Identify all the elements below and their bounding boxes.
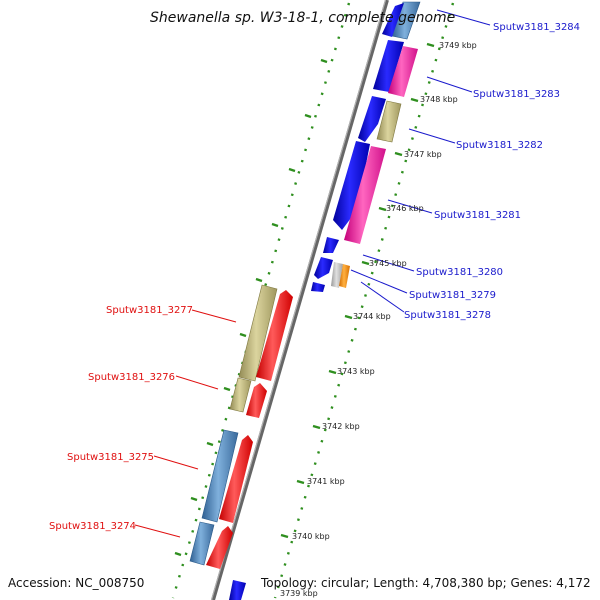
- gene-arrow[interactable]: [382, 3, 404, 37]
- gene-arrow[interactable]: [344, 146, 386, 244]
- kbp-tick-label: 3745 kbp: [369, 259, 407, 268]
- gene-arrow[interactable]: [189, 521, 215, 566]
- gene-label-right[interactable]: Sputw3181_3282: [456, 140, 543, 151]
- gene-label-left[interactable]: Sputw3181_3277: [106, 305, 193, 316]
- gene-label-right[interactable]: Sputw3181_3283: [473, 89, 560, 100]
- left-leader-lines: [134, 309, 237, 538]
- gene-label-left[interactable]: Sputw3181_3276: [88, 372, 175, 383]
- gene-arrow[interactable]: [229, 580, 246, 600]
- gene-arrow[interactable]: [388, 46, 418, 97]
- gene-arrow[interactable]: [314, 257, 333, 279]
- gene-label-right[interactable]: Sputw3181_3279: [409, 290, 496, 301]
- gene-arrow[interactable]: [358, 96, 386, 142]
- kbp-tick-label: 3749 kbp: [439, 41, 477, 50]
- genome-backbone: [211, 0, 389, 600]
- gene-arrow[interactable]: [201, 429, 239, 523]
- gene-arrow[interactable]: [323, 237, 339, 253]
- kbp-tick-label: 3744 kbp: [353, 312, 391, 321]
- gene-arrow[interactable]: [246, 383, 267, 418]
- gene-label-right[interactable]: Sputw3181_3278: [404, 310, 491, 321]
- kbp-tick-label: 3748 kbp: [420, 95, 458, 104]
- kbp-tick-label: 3740 kbp: [292, 532, 330, 541]
- gene-arrow[interactable]: [376, 100, 402, 143]
- gene-arrow[interactable]: [256, 290, 293, 381]
- gene-label-right[interactable]: Sputw3181_3284: [493, 22, 580, 33]
- kbp-tick-label: 3747 kbp: [404, 150, 442, 159]
- gene-label-right[interactable]: Sputw3181_3280: [416, 267, 503, 278]
- map-title: Shewanella sp. W3-18-1, complete genome: [150, 10, 455, 26]
- major-ticks: [174, 42, 435, 557]
- topology-text: Topology: circular; Length: 4,708,380 bp…: [260, 576, 591, 590]
- kbp-tick-label: 3741 kbp: [307, 477, 345, 486]
- kbp-tick-label: 3746 kbp: [386, 204, 424, 213]
- kbp-tick-label: 3743 kbp: [337, 367, 375, 376]
- gene-arrow[interactable]: [238, 284, 278, 382]
- gene-arrow[interactable]: [373, 40, 404, 92]
- right-leader-lines: [350, 9, 491, 313]
- gene-arrow[interactable]: [229, 377, 252, 413]
- gene-label-left[interactable]: Sputw3181_3274: [49, 521, 136, 532]
- gene-arrow[interactable]: [219, 435, 253, 523]
- kbp-tick-label: 3739 kbp: [280, 589, 318, 598]
- accession-text: Accession: NC_008750: [8, 576, 144, 590]
- gene-label-left[interactable]: Sputw3181_3275: [67, 452, 154, 463]
- gene-arrow[interactable]: [206, 526, 233, 569]
- kbp-tick-label: 3742 kbp: [322, 422, 360, 431]
- gene-arrow[interactable]: [333, 141, 370, 230]
- gene-arrow[interactable]: [311, 282, 325, 292]
- gene-arrow[interactable]: [339, 264, 350, 288]
- gene-label-right[interactable]: Sputw3181_3281: [434, 210, 521, 221]
